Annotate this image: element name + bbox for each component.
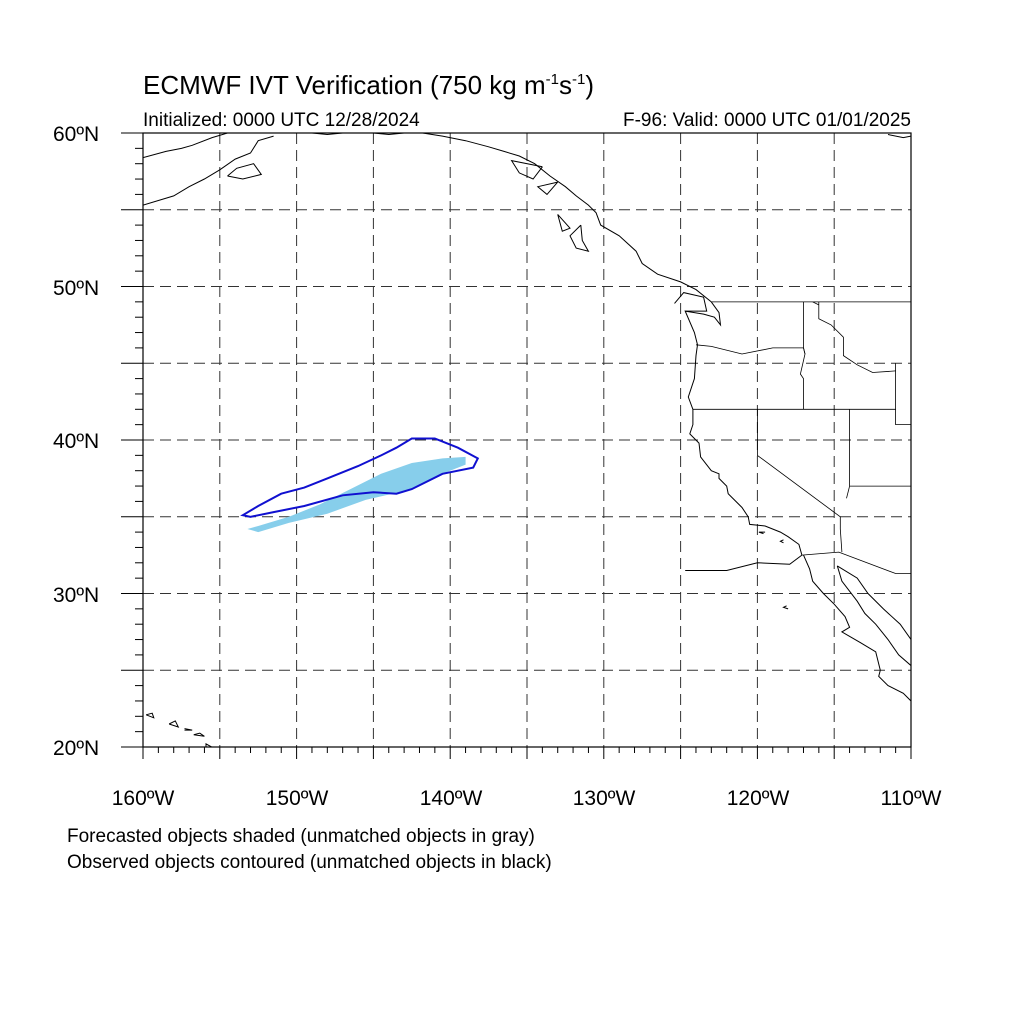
coastline: [684, 301, 803, 556]
border-line: [757, 409, 843, 553]
initialized-time: Initialized: 0000 UTC 12/28/2024: [143, 110, 420, 131]
coastline: [536, 181, 559, 196]
axis-ticks: [121, 132, 912, 759]
coastline: [168, 720, 180, 728]
coastline: [184, 728, 193, 731]
border-line: [695, 344, 806, 355]
border-line: [812, 301, 819, 306]
lon-label-120w: 120ºW: [727, 787, 790, 810]
border-line: [801, 551, 911, 574]
lon-label-130w: 130ºW: [573, 787, 636, 810]
graticule: [143, 133, 911, 747]
coastline: [145, 712, 155, 719]
political-borders: [692, 301, 911, 574]
coastline: [837, 565, 911, 640]
coastline: [685, 554, 803, 571]
coastline: [227, 163, 263, 180]
coastlines: [143, 133, 911, 747]
coastline: [674, 292, 708, 312]
lat-label-20: 20ºN: [53, 737, 99, 760]
map-title: ECMWF IVT Verification (750 kg m-1s-1): [143, 70, 594, 100]
lon-label-150w: 150ºW: [266, 787, 329, 810]
border-line: [895, 363, 911, 425]
caption-forecast: Forecasted objects shaded (unmatched obj…: [67, 826, 535, 847]
coastline: [569, 224, 590, 252]
valid-time: F-96: Valid: 0000 UTC 01/01/2025: [623, 110, 911, 131]
coastline: [143, 133, 228, 159]
lat-label-60: 60ºN: [53, 123, 99, 146]
coastline: [779, 539, 784, 544]
coastline: [422, 133, 712, 303]
lon-label-110w: 110ºW: [881, 787, 942, 810]
coastline: [836, 565, 911, 666]
coastline: [510, 159, 543, 180]
coastline: [887, 134, 911, 139]
coastline: [782, 605, 789, 610]
lon-label-140w: 140ºW: [420, 787, 483, 810]
border-line: [799, 301, 806, 410]
lat-label-40: 40ºN: [53, 430, 99, 453]
lon-label-160w: 160ºW: [112, 787, 175, 810]
coastline: [193, 732, 205, 737]
border-line: [818, 301, 896, 373]
coastline: [803, 554, 911, 702]
caption-observed: Observed objects contoured (unmatched ob…: [67, 852, 552, 873]
coastline: [758, 531, 766, 535]
coastline: [143, 135, 274, 206]
map-content: [143, 133, 911, 747]
border-line: [846, 409, 850, 499]
observed-object-contour: [240, 437, 480, 518]
lat-label-30: 30ºN: [53, 584, 99, 607]
coastline: [557, 214, 571, 232]
lat-label-50: 50ºN: [53, 277, 99, 300]
